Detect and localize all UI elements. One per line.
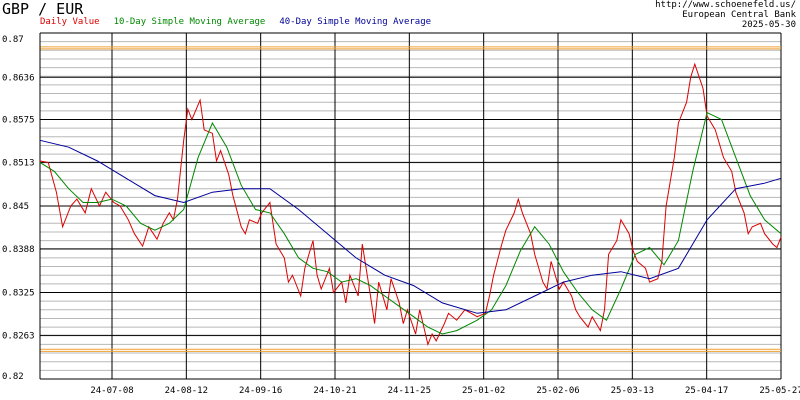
legend-sma40: 40-Day Simple Moving Average — [279, 17, 432, 27]
y-tick-label: 0.8513 — [2, 158, 35, 168]
y-tick-label: 0.8263 — [2, 331, 35, 341]
legend-daily: Daily Value — [40, 17, 100, 27]
y-tick-label: 0.87 — [2, 35, 24, 45]
x-tick-label: 24-07-08 — [90, 386, 133, 396]
x-tick-label: 25-05-27 — [759, 386, 800, 396]
x-tick-label: 24-11-25 — [388, 386, 431, 396]
x-tick-label: 25-04-17 — [685, 386, 728, 396]
source-name: European Central Bank — [682, 10, 796, 20]
legend-sma10: 10-Day Simple Moving Average — [113, 17, 266, 27]
y-tick-label: 0.82 — [2, 372, 24, 382]
series-line-0 — [39, 62, 782, 347]
x-tick-label: 25-01-02 — [462, 386, 505, 396]
series-line-2 — [39, 139, 782, 314]
series-line-1 — [39, 111, 782, 335]
x-tick-label: 25-03-13 — [611, 386, 654, 396]
x-tick-label: 24-09-16 — [239, 386, 282, 396]
x-tick-label: 25-02-06 — [536, 386, 579, 396]
y-tick-label: 0.8388 — [2, 245, 35, 255]
y-tick-label: 0.8636 — [2, 73, 35, 83]
legend: Daily Value 10-Day Simple Moving Average 4… — [40, 17, 445, 27]
source-block: http://www.schoenefeld.us/ European Cent… — [655, 0, 796, 30]
source-date: 2025-05-30 — [741, 20, 796, 30]
x-tick-label: 24-10-21 — [313, 386, 356, 396]
y-tick-label: 0.845 — [2, 202, 29, 212]
x-tick-label: 24-08-12 — [165, 386, 208, 396]
y-tick-label: 0.8575 — [2, 116, 35, 126]
source-url[interactable]: http://www.schoenefeld.us/ — [655, 0, 796, 10]
chart-title: GBP / EUR — [2, 0, 84, 18]
y-tick-label: 0.8325 — [2, 289, 35, 299]
